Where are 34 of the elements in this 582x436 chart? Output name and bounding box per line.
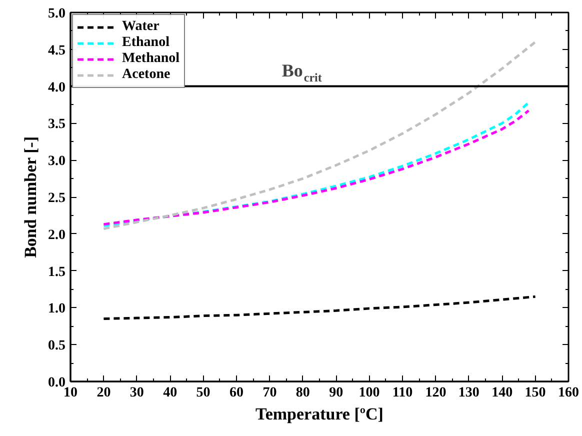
- y-axis-title: Bond number [-]: [21, 136, 40, 258]
- y-tick-label: 0.0: [48, 376, 66, 390]
- x-tick-label: 10: [64, 386, 78, 400]
- y-tick-label: 1.0: [48, 302, 66, 317]
- y-tick-label: 0.5: [48, 338, 66, 354]
- x-tick-label: 40: [163, 386, 178, 400]
- legend-label: Ethanol: [122, 35, 170, 51]
- x-axis-title: Temperature [ºC]: [256, 404, 384, 424]
- x-tick-label: 50: [196, 386, 210, 400]
- x-tick-label: 80: [296, 386, 310, 400]
- x-tick-label: 150: [524, 386, 546, 400]
- legend-label: Water: [122, 19, 160, 35]
- y-tick-label: 2.5: [48, 191, 66, 206]
- y-tick-label: 1.5: [48, 264, 66, 280]
- legend-label: Methanol: [122, 51, 180, 67]
- y-tick-label: 5.0: [48, 6, 66, 22]
- x-tick-label: 90: [329, 386, 344, 400]
- x-tick-label: 100: [358, 386, 380, 400]
- y-tick-label: 4.0: [48, 80, 66, 96]
- y-tick-label: 2.0: [48, 228, 66, 243]
- x-tick-label: 70: [262, 386, 277, 400]
- x-tick-label: 130: [458, 386, 480, 400]
- y-tick-label: 4.5: [48, 43, 66, 58]
- x-tick-label: 30: [130, 386, 144, 400]
- x-tick-label: 110: [392, 386, 413, 400]
- x-tick-label: 120: [425, 386, 446, 400]
- x-tick-label: 60: [230, 386, 244, 400]
- line-series: [102, 295, 537, 320]
- y-tick-label: 3.0: [48, 154, 66, 170]
- x-tick-label: 20: [96, 386, 111, 400]
- x-tick-label: 140: [492, 386, 513, 400]
- y-tick-label: 3.5: [48, 117, 66, 132]
- x-tick-label: 160: [558, 386, 579, 400]
- legend-label: Acetone: [122, 67, 170, 83]
